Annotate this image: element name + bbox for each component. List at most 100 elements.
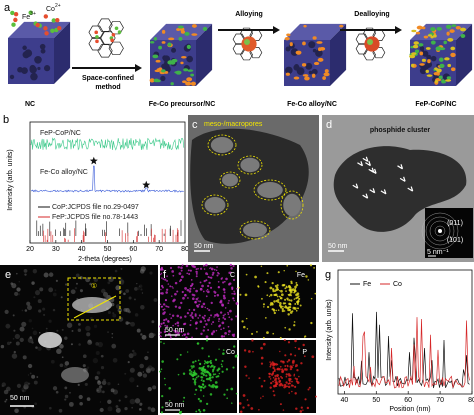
ion bbox=[95, 35, 99, 39]
eds-dot bbox=[202, 373, 206, 377]
speckle bbox=[139, 402, 143, 406]
eds-dot bbox=[182, 372, 186, 376]
eds-dot bbox=[287, 359, 291, 362]
eds-dot bbox=[164, 329, 166, 331]
particle bbox=[427, 59, 431, 64]
speckle bbox=[85, 277, 91, 283]
eds-dot bbox=[248, 350, 251, 353]
eds-dot bbox=[245, 317, 248, 320]
eds-dot bbox=[194, 393, 196, 396]
eds-dot bbox=[269, 365, 272, 368]
ion bbox=[43, 14, 49, 19]
speckle bbox=[87, 339, 92, 343]
eds-dot bbox=[300, 406, 303, 409]
molecule-ring bbox=[108, 21, 124, 35]
eds-dot bbox=[191, 336, 193, 339]
eds-dot bbox=[194, 301, 197, 304]
speckle bbox=[92, 357, 99, 364]
trace-label: FeP-CoP/NC bbox=[40, 130, 81, 137]
particle bbox=[286, 33, 291, 37]
speckle bbox=[32, 330, 38, 336]
eds-dot bbox=[195, 327, 198, 330]
pore bbox=[422, 50, 429, 57]
eds-dot bbox=[160, 368, 163, 370]
eds-dot bbox=[188, 369, 192, 372]
speckle bbox=[136, 385, 139, 387]
eds-dot bbox=[246, 399, 249, 401]
speckle bbox=[29, 336, 33, 339]
pore bbox=[163, 55, 171, 63]
eds-dot bbox=[270, 381, 273, 385]
eds-dot bbox=[161, 286, 164, 289]
speckle bbox=[94, 375, 99, 380]
particle bbox=[190, 73, 195, 77]
speckle bbox=[148, 332, 155, 339]
eds-dot bbox=[169, 335, 172, 338]
speckle bbox=[78, 394, 83, 400]
speckle bbox=[5, 398, 8, 401]
pore-lighter bbox=[283, 193, 301, 217]
speckle bbox=[66, 322, 73, 328]
speckle bbox=[27, 363, 33, 369]
molecule-ring bbox=[97, 44, 113, 58]
eds-dot bbox=[214, 381, 218, 384]
eds-dot bbox=[162, 321, 165, 325]
eds-dot bbox=[201, 284, 204, 288]
eds-dot bbox=[180, 330, 183, 333]
speckle bbox=[14, 408, 19, 414]
speckle bbox=[71, 330, 74, 332]
eds-dot bbox=[310, 297, 313, 300]
eds-dot bbox=[220, 335, 224, 338]
eds-dot bbox=[227, 311, 229, 314]
speckle bbox=[36, 376, 39, 378]
eds-dot bbox=[197, 375, 200, 378]
eds-dot bbox=[222, 314, 225, 317]
speckle bbox=[96, 389, 99, 392]
eds-dot bbox=[238, 286, 240, 289]
eds-dot bbox=[225, 368, 229, 371]
speckle bbox=[120, 267, 123, 270]
speckle bbox=[9, 341, 12, 344]
particle bbox=[421, 26, 426, 30]
eds-dot bbox=[172, 299, 175, 303]
eds-dot bbox=[309, 264, 313, 267]
ion bbox=[94, 30, 99, 35]
ion-label: Fe3+ bbox=[22, 11, 36, 21]
eds-dot bbox=[163, 330, 167, 334]
eds-dot bbox=[279, 297, 282, 300]
speckle bbox=[5, 323, 11, 329]
eds-dot bbox=[166, 325, 169, 328]
eds-dot bbox=[205, 402, 209, 406]
eds-dot bbox=[295, 283, 299, 287]
speckle bbox=[55, 279, 58, 282]
eds-dot bbox=[214, 358, 218, 361]
eds-dot bbox=[280, 375, 282, 378]
eds-dot bbox=[179, 353, 182, 356]
ion bbox=[117, 30, 122, 34]
eds-dot bbox=[295, 270, 297, 273]
eds-dot bbox=[275, 288, 278, 292]
eds-dot bbox=[241, 320, 244, 323]
arrow-label: Space-confined bbox=[82, 75, 134, 82]
eds-dot bbox=[184, 287, 187, 290]
pore bbox=[39, 43, 46, 50]
speckle bbox=[64, 398, 67, 401]
eds-dot bbox=[221, 359, 224, 362]
xrd-trace bbox=[30, 137, 185, 151]
eds-dot bbox=[219, 311, 223, 314]
eds-dot bbox=[174, 322, 177, 325]
eds-dot bbox=[213, 316, 215, 318]
region-label: ① bbox=[91, 282, 97, 290]
pore bbox=[30, 72, 38, 81]
eds-dot bbox=[197, 267, 199, 270]
eds-dot bbox=[246, 328, 249, 330]
eds-dot bbox=[206, 288, 209, 291]
speckle bbox=[128, 322, 131, 325]
ion-label: Co2+ bbox=[46, 3, 61, 13]
eds-dot bbox=[233, 299, 235, 302]
eds-dot bbox=[188, 273, 191, 276]
eds-dot bbox=[213, 294, 216, 297]
eds-dot bbox=[201, 378, 203, 380]
particle bbox=[409, 54, 416, 59]
particle bbox=[446, 76, 452, 80]
